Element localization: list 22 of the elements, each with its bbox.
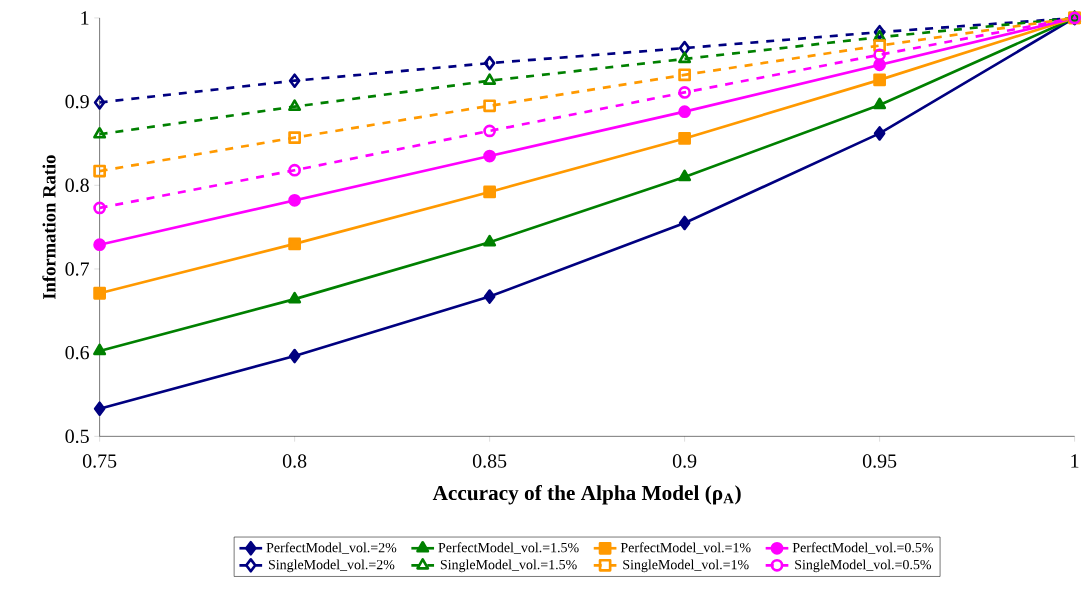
legend-label: PerfectModel_vol.=1.5%: [438, 542, 579, 554]
legend-label: SingleModel_vol.=1.5%: [440, 559, 577, 573]
x-tick-label: 0.8: [282, 454, 307, 468]
x-tick-label: 0.95: [862, 454, 897, 468]
legend-label: PerfectModel_vol.=2%: [266, 542, 397, 554]
y-tick-label: 0.8: [65, 178, 89, 193]
x-tick-label: 0.9: [672, 454, 697, 468]
legend-label: SingleModel_vol.=1%: [623, 559, 749, 573]
y-axis-title: Information Ratio: [42, 155, 56, 300]
y-tick-label: 1: [81, 11, 89, 25]
legend-label: SingleModel_vol.=0.5%: [795, 559, 932, 573]
y-tick-label: 0.6: [65, 345, 90, 360]
y-tick-label: 0.5: [65, 429, 89, 444]
x-tick-label: 0.85: [472, 454, 507, 468]
legend-label: PerfectModel_vol.=1%: [620, 542, 751, 554]
y-tick-label: 0.7: [65, 262, 90, 276]
x-tick-label: 0.75: [82, 454, 117, 468]
x-tick-label: 1: [1071, 454, 1079, 468]
legend-label: PerfectModel_vol.=0.5%: [792, 542, 933, 554]
legend-label: SingleModel_vol.=2%: [268, 559, 395, 573]
x-axis-title: Accuracy of the Alpha Model (ρ$_{A}$): [432, 484, 741, 505]
y-tick-label: 0.9: [65, 94, 89, 109]
